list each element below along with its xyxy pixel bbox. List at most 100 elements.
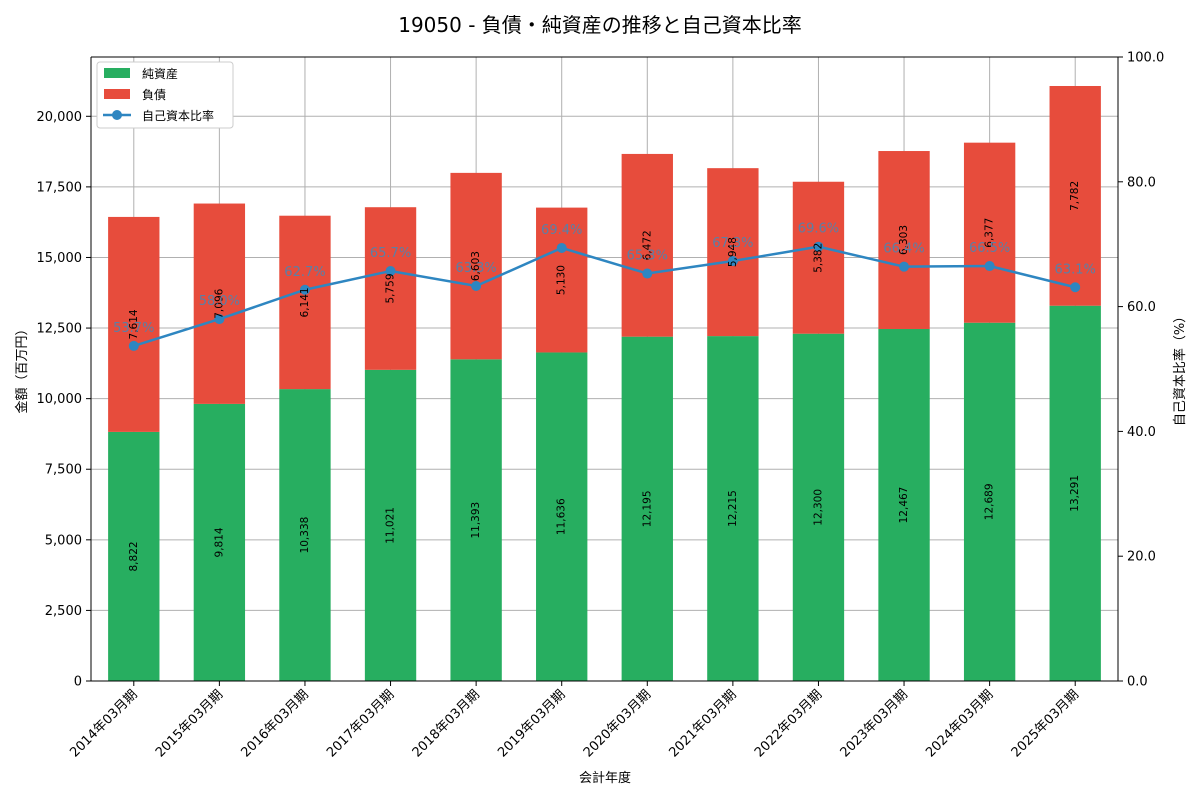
legend-swatch-liabilities [104,89,130,99]
ratio-label: 69.6% [798,222,839,237]
data-label-equity: 9,814 [213,527,225,557]
bar-liabilities [621,153,673,337]
x-tick-label: 2021年03月期 [666,687,739,760]
data-label-equity: 12,300 [812,489,824,526]
x-tick-label: 2020年03月期 [581,687,654,760]
ratio-point [984,261,995,272]
y2-tick-label: 20.0 [1127,550,1156,565]
ratio-point [813,241,824,252]
data-label-equity: 12,689 [984,483,996,520]
y-tick-label: 7,500 [45,463,82,478]
data-label-liabilities: 5,948 [727,237,739,267]
bar-equity [963,322,1016,681]
y-tick-label: 0 [74,675,82,690]
x-tick-label: 2016年03月期 [239,687,312,760]
data-label-liabilities: 6,377 [984,218,996,248]
ratio-label: 66.4% [883,242,924,257]
y2-tick-label: 60.0 [1127,300,1156,315]
data-label-equity: 12,215 [727,490,739,527]
bar-equity [193,403,246,681]
data-label-liabilities: 6,603 [470,251,482,281]
legend-label-liabilities: 負債 [142,87,166,102]
bar-liabilities [108,216,160,432]
x-tick-label: 2023年03月期 [838,687,911,760]
bar-liabilities [1049,85,1101,306]
bar-liabilities [279,215,331,390]
ratio-point [642,268,653,279]
data-label-equity: 10,338 [299,517,311,554]
ratio-label: 63.3% [455,261,496,276]
x-tick-label: 2019年03月期 [495,687,568,760]
bar-equity [279,389,331,681]
ratio-point [471,281,482,292]
bar-liabilities [193,203,246,404]
x-tick-label: 2025年03月期 [1009,687,1082,760]
y2-axis-label: 自己資本比率（%） [1172,310,1188,426]
ratio-point [899,261,910,272]
chart-title: 19050 - 負債・純資産の推移と自己資本比率 [398,13,802,37]
y-tick-label: 20,000 [37,110,83,125]
ratio-series-line [133,245,1076,348]
bar-equity [878,328,930,681]
bar-liabilities [878,151,930,329]
y-tick-label: 5,000 [45,533,82,548]
bar-liabilities [792,181,845,334]
bar-equity [792,333,845,681]
bars [108,85,1101,681]
bar-liabilities [707,168,759,337]
data-label-liabilities: 7,614 [128,309,140,339]
legend-label-equity: 純資産 [142,66,178,81]
y-tick-label: 10,000 [37,392,83,407]
x-tick-label: 2024年03月期 [923,687,996,760]
y-axis-label: 金額（百万円） [14,322,30,413]
ratio-point [299,284,310,295]
ratio-label: 63.1% [1055,262,1096,277]
bar-liabilities [536,207,588,353]
ratio-label: 69.4% [541,223,582,238]
y2-tick-label: 80.0 [1127,175,1156,190]
data-label-liabilities: 6,141 [299,287,311,317]
ratio-label: 62.7% [284,265,325,280]
ratio-label: 65.7% [370,246,411,261]
y2-tick-label: 40.0 [1127,425,1156,440]
data-label-equity: 12,467 [898,487,910,524]
ratio-label: 66.5% [969,241,1010,256]
bar-equity [621,336,673,681]
bar-equity [108,431,160,681]
y-tick-label: 2,500 [45,604,82,619]
bar-equity [1049,305,1101,681]
x-tick-label: 2018年03月期 [410,687,483,760]
bar-equity [364,369,417,681]
legend-label-ratio: 自己資本比率 [142,108,214,123]
ratio-point [385,266,396,277]
y-tick-label: 15,000 [37,251,83,266]
data-label-equity: 12,195 [641,490,653,527]
data-label-liabilities: 7,096 [213,288,225,318]
data-label-equity: 8,822 [128,541,140,571]
data-label-liabilities: 6,303 [898,225,910,255]
x-tick-label: 2017年03月期 [324,687,397,760]
y-tick-label: 17,500 [37,180,83,195]
legend-marker-ratio [112,110,122,120]
data-label-liabilities: 5,382 [812,243,824,273]
ratio-label: 53.7% [113,321,154,336]
bar-equity [536,352,588,681]
data-label-equity: 11,636 [556,498,568,535]
x-tick-label: 2015年03月期 [153,687,226,760]
ratio-point [727,256,738,267]
bar-liabilities [963,142,1016,323]
data-label-equity: 11,393 [470,502,482,539]
ratio-point [128,340,139,351]
ratio-point [556,242,567,253]
data-labels: 8,822 7,614 9,814 7,096 10,338 6,141 11,021 5,7… [113,181,1096,572]
x-tick-label: 2014年03月期 [67,687,140,760]
ratio-point [1070,282,1081,293]
x-axis-label: 会計年度 [579,770,631,786]
data-label-equity: 13,291 [1069,475,1081,512]
bar-equity [450,359,502,681]
legend-box [96,61,234,129]
bar-liabilities [450,172,502,360]
y2-tick-label: 100.0 [1127,51,1164,66]
data-label-liabilities: 5,130 [556,265,568,295]
